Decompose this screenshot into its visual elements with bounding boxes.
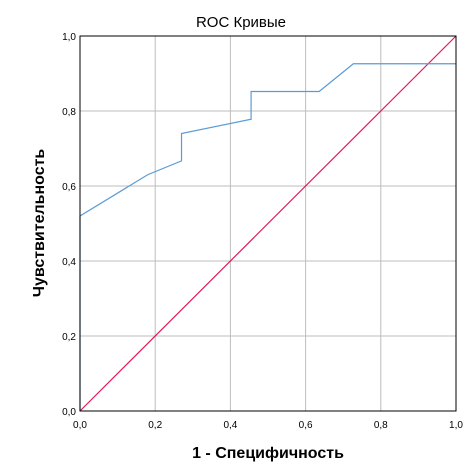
y-axis-label: Чувствительность — [31, 149, 48, 298]
series-layer — [79, 35, 457, 412]
chart-title: ROC Кривые — [196, 14, 286, 31]
y-tick-label: 0,6 — [62, 182, 76, 193]
roc-curve-line — [79, 63, 456, 411]
grid-lines — [80, 36, 456, 411]
x-tick-label: 0,0 — [73, 420, 87, 431]
reference-diagonal-line — [79, 35, 457, 412]
x-tick-label: 0,8 — [374, 420, 388, 431]
plot-frame — [79, 35, 457, 412]
x-axis-label: 1 - Специфичность — [192, 445, 344, 462]
x-tick-labels: 0,0 0,2 0,4 0,6 0,8 1,0 — [73, 420, 463, 431]
y-tick-label: 0,2 — [62, 332, 76, 343]
y-tick-labels: 0,0 0,2 0,4 0,6 0,8 1,0 — [62, 32, 76, 418]
y-tick-label: 1,0 — [62, 32, 76, 43]
x-tick-label: 0,6 — [299, 420, 313, 431]
y-tick-label: 0,8 — [62, 107, 76, 118]
y-tick-label: 0,0 — [62, 407, 76, 418]
x-tick-label: 0,2 — [148, 420, 162, 431]
y-tick-label: 0,4 — [62, 257, 76, 268]
x-tick-label: 0,4 — [223, 420, 237, 431]
x-tick-label: 1,0 — [449, 420, 463, 431]
